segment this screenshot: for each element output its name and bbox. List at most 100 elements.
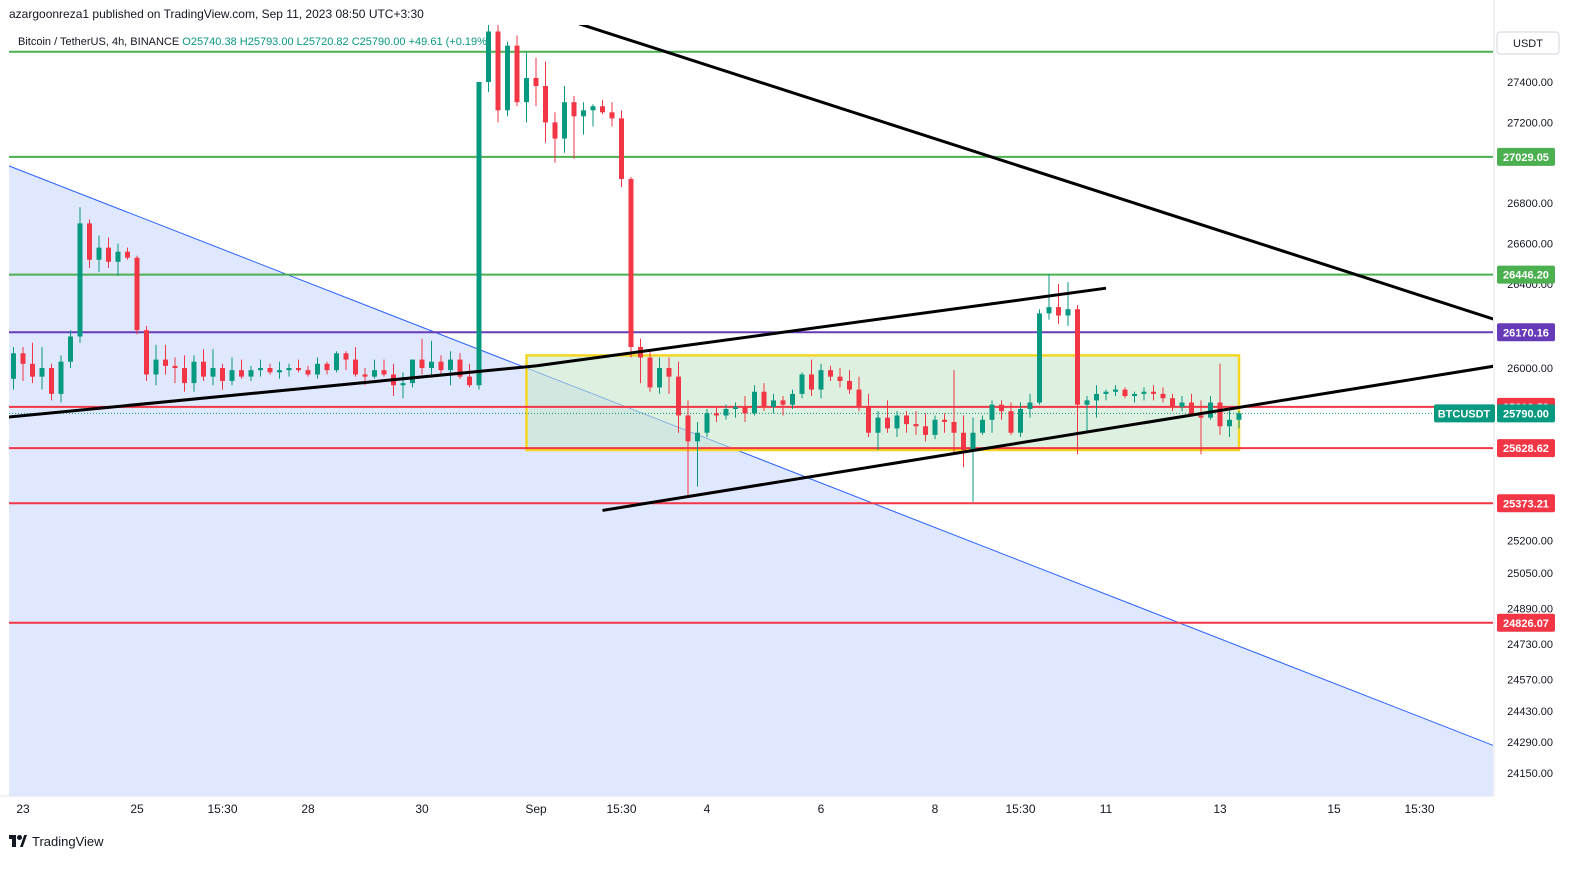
candle <box>847 370 852 394</box>
candle <box>837 368 843 388</box>
candle-body <box>1008 411 1014 433</box>
candle <box>172 357 178 384</box>
symbol-tag <box>1434 404 1495 423</box>
time-tick-label: 15:30 <box>1404 802 1434 816</box>
time-tick-label: Sep <box>525 802 547 816</box>
candle-body <box>438 361 444 371</box>
candle-body <box>495 31 501 111</box>
candle-body <box>315 363 320 375</box>
price-level-tag <box>1497 323 1555 342</box>
candle <box>286 363 292 377</box>
candle <box>305 365 311 377</box>
symbol-ohlc-header: Bitcoin / TetherUS, 4h, BINANCE O25740.3… <box>18 36 491 48</box>
candle-body <box>923 426 928 435</box>
candle <box>1084 396 1090 433</box>
candle-body <box>552 122 558 139</box>
candle-body <box>742 406 748 414</box>
price-level-tag-label: 27029.05 <box>1503 152 1549 164</box>
candle-body <box>505 45 510 111</box>
candle-body <box>144 330 149 375</box>
candle <box>153 344 159 386</box>
candle-body <box>1198 415 1204 418</box>
candle <box>125 247 130 260</box>
candle <box>182 355 187 392</box>
time-tick-label: 6 <box>818 802 825 816</box>
candle <box>372 359 377 379</box>
candle <box>885 400 890 433</box>
price-tick-label: 25050.00 <box>1507 568 1553 580</box>
candle-body <box>771 400 776 407</box>
candle <box>1122 387 1128 399</box>
candle-body <box>258 368 263 371</box>
candle <box>590 104 596 127</box>
candle <box>315 357 320 379</box>
candle <box>1189 393 1194 416</box>
candle <box>894 411 900 438</box>
candle <box>410 359 415 388</box>
time-tick-label: 15:30 <box>606 802 636 816</box>
candle <box>20 347 26 381</box>
candle-body <box>1227 419 1232 427</box>
candle <box>647 351 653 392</box>
candle-body <box>885 417 890 429</box>
price-tick-label: 26000.00 <box>1507 363 1553 375</box>
candle-body <box>77 223 83 337</box>
candle <box>419 338 425 375</box>
candle-body <box>134 257 140 331</box>
price-tick-label: 24890.00 <box>1507 604 1553 616</box>
candle-body <box>476 82 482 386</box>
candle-body <box>543 86 548 123</box>
candle-body <box>600 106 605 113</box>
candle <box>1151 385 1156 401</box>
candle <box>467 363 472 388</box>
candle <box>210 349 216 386</box>
candle <box>951 370 957 455</box>
candle-body <box>1084 400 1090 405</box>
plot-area <box>9 25 1493 796</box>
candle <box>742 396 748 422</box>
candle-body <box>1065 309 1071 316</box>
candle-body <box>381 370 387 375</box>
candle-body <box>1160 393 1166 399</box>
candle-body <box>619 118 624 179</box>
candle <box>752 385 757 416</box>
candle-body <box>1094 393 1099 401</box>
candle <box>961 415 966 468</box>
candle <box>106 237 111 268</box>
candle <box>1198 400 1204 455</box>
candle <box>723 404 729 420</box>
candle-body <box>68 336 73 362</box>
candle <box>1027 393 1033 418</box>
candle-body <box>524 77 529 103</box>
candle-body <box>334 353 339 371</box>
candle <box>77 207 83 343</box>
candle-body <box>1027 402 1033 409</box>
candle-body <box>362 374 368 377</box>
candle <box>866 393 871 438</box>
candle <box>11 347 16 390</box>
candle <box>704 409 710 438</box>
candle <box>666 357 672 394</box>
candle <box>1094 385 1099 418</box>
candle-body <box>1056 307 1061 316</box>
candle <box>220 363 225 390</box>
candle-body <box>220 368 225 381</box>
candle <box>780 396 786 416</box>
candle-body <box>790 393 795 405</box>
candle-body <box>457 359 463 377</box>
price-tick-label: 27400.00 <box>1507 77 1553 89</box>
candle <box>495 25 501 123</box>
candle-body <box>695 432 700 442</box>
tradingview-brand-text: TradingView <box>32 833 104 849</box>
price-tick-label: 24730.00 <box>1507 639 1553 651</box>
candle-body <box>11 353 16 379</box>
price-level-tag <box>1497 147 1555 166</box>
tradingview-logo[interactable]: TradingView <box>9 832 104 850</box>
candle <box>438 355 444 377</box>
candle <box>581 102 586 135</box>
candle-body <box>39 368 45 377</box>
candle-body <box>533 77 539 87</box>
candle-body <box>942 419 947 422</box>
price-level-tag <box>1497 613 1555 632</box>
